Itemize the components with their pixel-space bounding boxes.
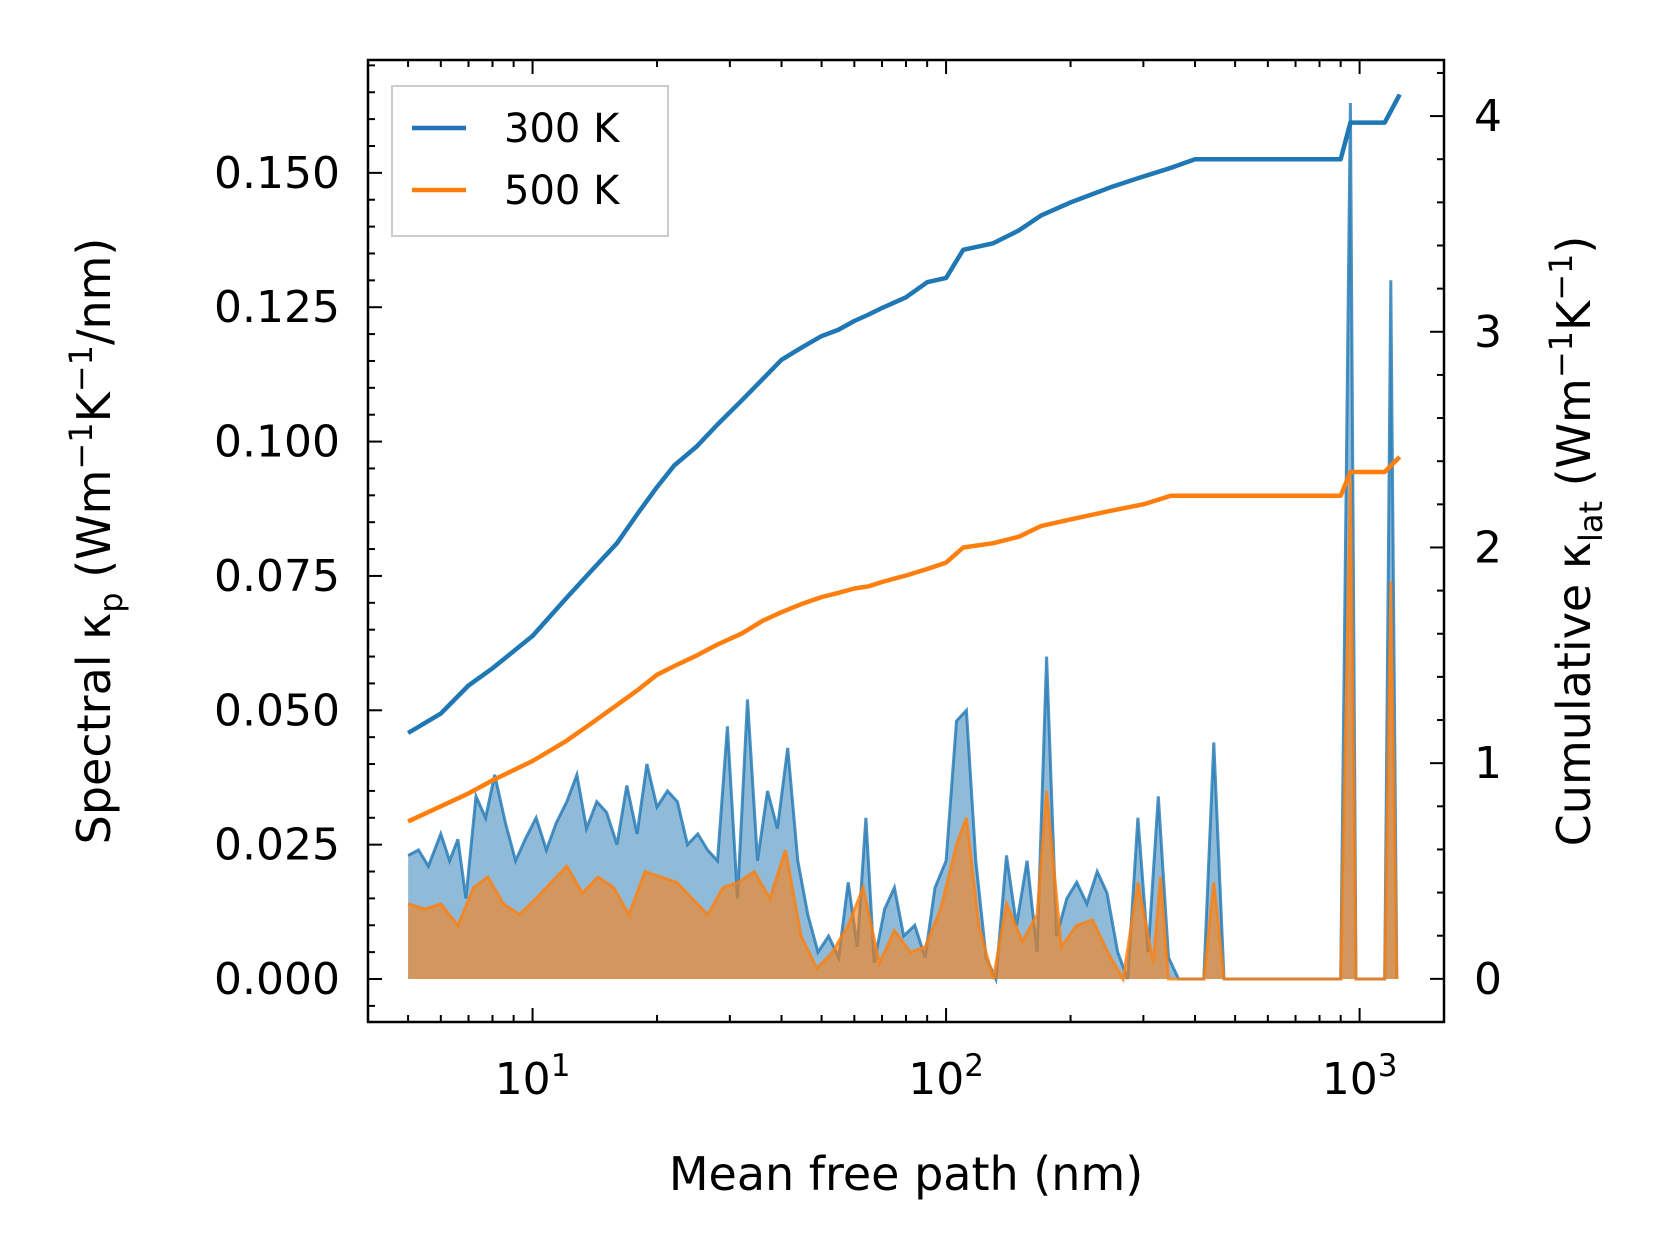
legend-box bbox=[391, 85, 669, 237]
legend-label-500-K: 500 K bbox=[504, 168, 621, 214]
spectral-fills bbox=[407, 102, 1399, 985]
axis-labels: 101 102 1030.0000.0250.0500.0750.1000.1250… bbox=[62, 91, 1610, 1201]
axes bbox=[366, 58, 1446, 1024]
legend-label-300-K: 300 K bbox=[504, 106, 621, 152]
spectral-line-500-K bbox=[407, 479, 1399, 984]
y-right-axis-label: Cumulative κlat (Wm−1K−1) bbox=[1542, 236, 1610, 847]
y-left-tick-label: 0.000 bbox=[214, 954, 340, 1005]
data-lines bbox=[406, 93, 1402, 824]
cumulative-line-500-K bbox=[407, 455, 1402, 824]
x-tick-label: 101 bbox=[495, 1048, 571, 1105]
y-left-tick-label: 0.025 bbox=[214, 820, 340, 871]
spectral-fill-500-K bbox=[408, 479, 1397, 979]
x-tick-label: 102 bbox=[908, 1048, 984, 1105]
y-left-tick-label: 0.125 bbox=[214, 282, 340, 333]
legend: 300 K 500 K bbox=[391, 85, 669, 237]
y-right-tick-label: 1 bbox=[1474, 738, 1502, 789]
y-right-tick-label: 0 bbox=[1474, 954, 1502, 1005]
y-left-axis-label: Spectral κp (Wm−1K−1/nm) bbox=[62, 238, 130, 845]
y-right-tick-label: 2 bbox=[1474, 522, 1502, 573]
y-right-tick-label: 3 bbox=[1474, 307, 1502, 358]
y-left-tick-label: 0.075 bbox=[214, 551, 340, 602]
cumulative-line-300-K bbox=[406, 93, 1402, 735]
y-right-tick-label: 4 bbox=[1474, 91, 1502, 142]
spectral-fill-300-K bbox=[408, 103, 1397, 979]
x-axis-label: Mean free path (nm) bbox=[669, 1147, 1143, 1201]
y-left-tick-label: 0.050 bbox=[214, 685, 340, 736]
y-left-tick-label: 0.100 bbox=[214, 417, 340, 468]
y-left-tick-label: 0.150 bbox=[214, 148, 340, 199]
x-tick-label: 103 bbox=[1322, 1048, 1398, 1105]
